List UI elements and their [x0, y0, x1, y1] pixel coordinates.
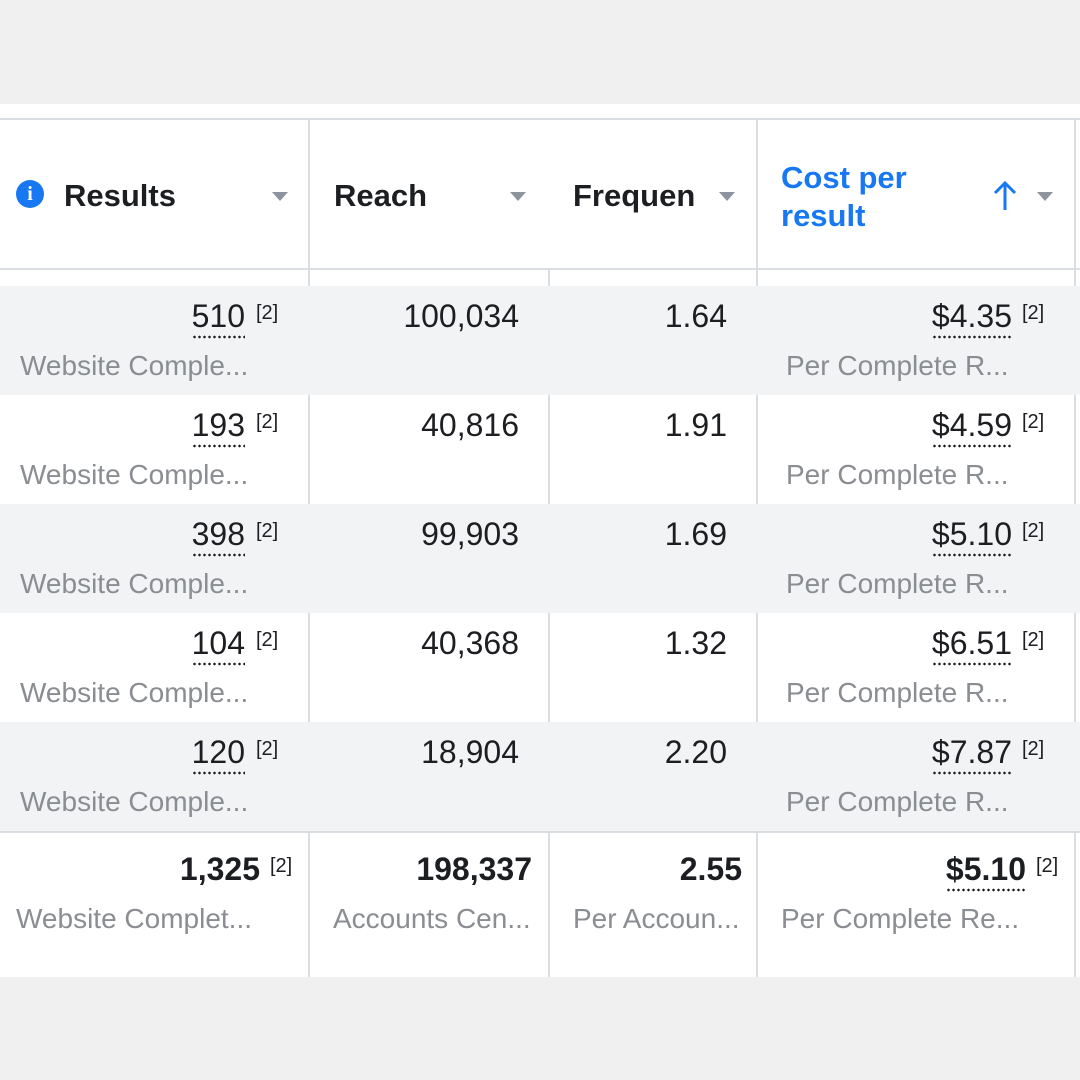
reach-value: 40,816	[421, 407, 519, 443]
reach-type-label: Accounts Cen...	[333, 903, 531, 934]
cost-type-label: Per Complete R...	[786, 786, 1009, 817]
cost-type-label: Per Complete R...	[786, 459, 1009, 490]
chevron-down-icon[interactable]	[1037, 192, 1053, 201]
results-type-label: Website Comple...	[20, 677, 249, 708]
column-header-label-line1: Cost per	[781, 160, 907, 195]
cost-footnote: [2]	[1022, 629, 1045, 651]
column-header-label: Results	[64, 178, 176, 213]
table-row[interactable]: 104 [2] Website Comple... 40,368 1.32 $6…	[0, 613, 1080, 722]
arrow-up-icon[interactable]	[992, 180, 1018, 212]
reach-value: 18,904	[421, 734, 519, 770]
cost-footnote: [2]	[1022, 302, 1045, 324]
reach-value: 100,034	[403, 298, 519, 334]
total-reach-value: 198,337	[416, 851, 532, 887]
table-row[interactable]: 510 [2] Website Comple... 100,034 1.64 $…	[0, 286, 1080, 395]
cost-type-label: Per Complete R...	[786, 568, 1009, 599]
column-header-reach[interactable]: Reach	[310, 120, 548, 268]
column-header-label: Reach	[334, 178, 428, 213]
results-footnote: [2]	[256, 520, 279, 542]
table-row[interactable]: 193 [2] Website Comple... 40,816 1.91 $4…	[0, 395, 1080, 504]
cost-per-result-value[interactable]: $7.87	[931, 734, 1012, 775]
page-background-bottom	[0, 977, 1080, 1080]
cost-per-result-value[interactable]: $4.59	[931, 407, 1012, 448]
results-value[interactable]: 510	[191, 298, 245, 339]
info-icon[interactable]: i	[16, 180, 44, 208]
column-header-frequency[interactable]: Frequen	[548, 120, 756, 268]
chevron-down-icon[interactable]	[719, 192, 735, 201]
cost-footnote: [2]	[1022, 520, 1045, 542]
frequency-type-label: Per Accoun...	[573, 903, 740, 934]
column-header-cost-per-result[interactable]: Cost per result	[758, 120, 1074, 268]
results-footnote: [2]	[256, 302, 279, 324]
totals-row: 1,325 [2] Website Complet... 198,337 Acc…	[0, 831, 1080, 977]
total-cost-per-result-value[interactable]: $5.10	[945, 851, 1026, 892]
table-row[interactable]: 398 [2] Website Comple... 99,903 1.69 $5…	[0, 504, 1080, 613]
results-footnote: [2]	[256, 629, 279, 651]
reach-value: 40,368	[421, 625, 519, 661]
cost-per-result-value[interactable]: $4.35	[931, 298, 1012, 339]
column-header-label: Frequen	[573, 178, 696, 213]
results-footnote: [2]	[256, 411, 279, 433]
cost-footnote: [2]	[1022, 411, 1045, 433]
cost-type-label: Per Complete R...	[786, 350, 1009, 381]
column-header-label-line2: result	[781, 198, 866, 233]
results-type-label: Website Comple...	[20, 350, 249, 381]
results-type-label: Website Complet...	[16, 903, 253, 934]
cost-type-label: Per Complete Re...	[781, 903, 1020, 934]
total-frequency-value: 2.55	[679, 851, 742, 887]
results-type-label: Website Comple...	[20, 459, 249, 490]
results-type-label: Website Comple...	[20, 568, 249, 599]
table-top-border	[0, 118, 1080, 120]
table-row[interactable]: 120 [2] Website Comple... 18,904 2.20 $7…	[0, 722, 1080, 831]
results-type-label: Website Comple...	[20, 786, 249, 817]
results-value[interactable]: 398	[191, 516, 245, 557]
frequency-value: 2.20	[664, 734, 727, 770]
total-results-value: 1,325	[179, 851, 260, 887]
chevron-down-icon[interactable]	[510, 192, 526, 201]
results-value[interactable]: 104	[191, 625, 245, 666]
cost-footnote: [2]	[1036, 855, 1059, 877]
results-footnote: [2]	[256, 738, 279, 760]
results-value[interactable]: 193	[191, 407, 245, 448]
results-footnote: [2]	[270, 855, 293, 877]
cost-per-result-value[interactable]: $6.51	[931, 625, 1012, 666]
frequency-value: 1.32	[664, 625, 727, 661]
column-header-results[interactable]: i Results	[0, 120, 308, 268]
frequency-value: 1.64	[664, 298, 727, 334]
results-value[interactable]: 120	[191, 734, 245, 775]
chevron-down-icon[interactable]	[272, 192, 288, 201]
cost-footnote: [2]	[1022, 738, 1045, 760]
frequency-value: 1.91	[664, 407, 727, 443]
column-divider	[548, 270, 550, 977]
ads-results-table: i Results Reach Frequen Cost per result	[0, 104, 1080, 977]
cost-per-result-value[interactable]: $5.10	[931, 516, 1012, 557]
table-header-row: i Results Reach Frequen Cost per result	[0, 120, 1080, 270]
reach-value: 99,903	[421, 516, 519, 552]
cost-type-label: Per Complete R...	[786, 677, 1009, 708]
frequency-value: 1.69	[664, 516, 727, 552]
